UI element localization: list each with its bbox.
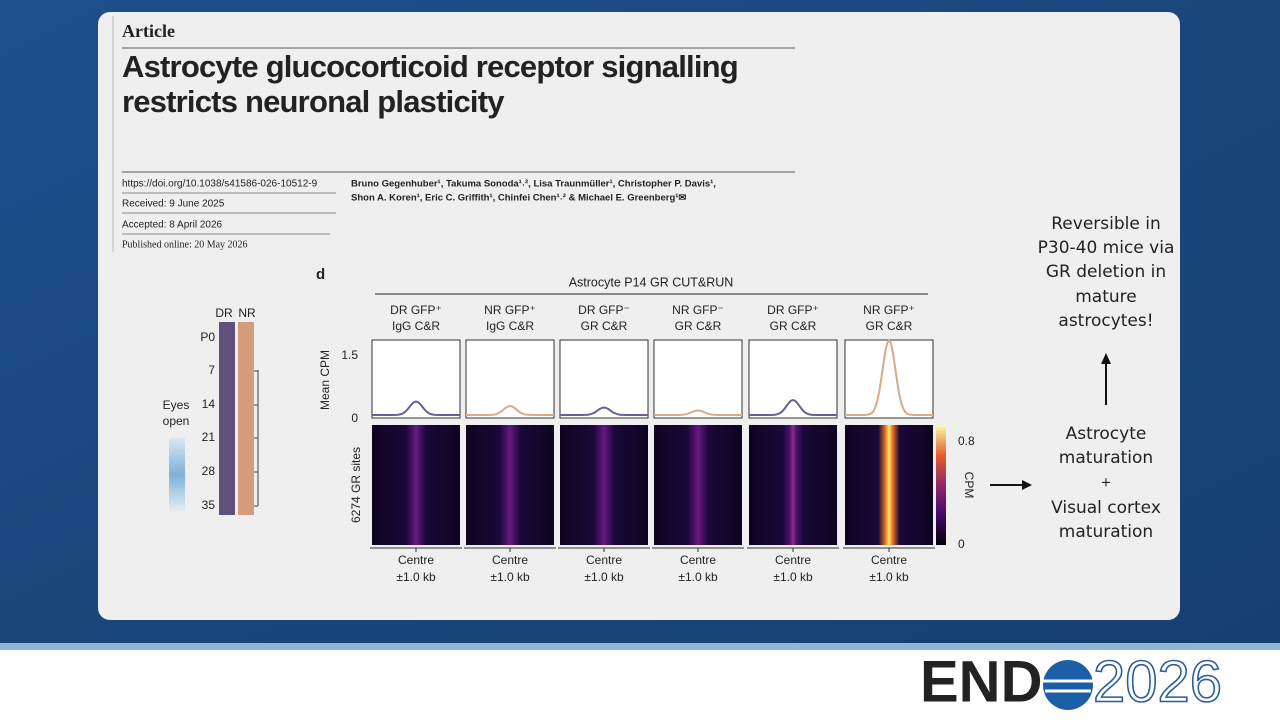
figure-header: Astrocyte P14 GR CUT&RUN (569, 275, 734, 289)
colorbar-tick: 0.8 (958, 434, 975, 448)
column-label: DR GFP⁺ (767, 303, 819, 317)
heatmap (749, 425, 837, 545)
note-line: maturation (1059, 448, 1153, 468)
x-label: Centre (492, 553, 528, 567)
authors: Bruno Gegenhuber¹, Takuma Sonoda¹˒², Lis… (351, 179, 716, 190)
heatmap (654, 425, 742, 545)
column-label: IgG C&R (392, 319, 440, 333)
profile-box (844, 339, 934, 419)
note-line: P30-40 mice via (1038, 238, 1175, 258)
column-label: GR C&R (866, 319, 913, 333)
arrow-head (1022, 480, 1032, 490)
profile-box (748, 339, 838, 419)
column-label: NR GFP⁺ (863, 303, 915, 317)
x-label: Centre (871, 553, 907, 567)
heatmap (560, 425, 648, 545)
figure: d Astrocyte P14 GR CUT&RUN Mean CPM 1.5 … (316, 266, 976, 551)
x-label: Centre (586, 553, 622, 567)
eyes-gradient (169, 438, 185, 512)
heatmap (466, 425, 554, 545)
column-label: DR GFP⁻ (578, 303, 630, 317)
arrow-head (1101, 353, 1111, 364)
note-line: Visual cortex (1051, 498, 1161, 518)
column-label: NR (238, 306, 256, 320)
column-label: GR C&R (581, 319, 628, 333)
age-label: 28 (202, 464, 216, 478)
article-header: Article Astrocyte glucocorticoid recepto… (112, 16, 795, 252)
authors: Shon A. Koren¹, Eric C. Griffith¹, Chinf… (351, 193, 686, 204)
colorbar (936, 425, 946, 545)
profile-box (559, 339, 649, 419)
column-label: DR GFP⁺ (390, 303, 442, 317)
published: Published online: 20 May 2026 (122, 239, 248, 250)
axis-label: 6274 GR sites (349, 447, 363, 523)
x-label: ±1.0 kb (869, 570, 909, 584)
logo-globe-lines (1043, 679, 1093, 693)
x-label: Centre (775, 553, 811, 567)
colorbar-label: CPM (962, 472, 976, 499)
profile-line (466, 404, 554, 416)
x-label: ±1.0 kb (396, 570, 436, 584)
note-line: Astrocyte (1066, 424, 1147, 444)
note-line: GR deletion in (1046, 262, 1166, 282)
logo: END 2026 (920, 649, 1223, 716)
axis-label: Mean CPM (318, 350, 332, 410)
dr-bar (219, 322, 235, 515)
note-line: + (1101, 476, 1112, 491)
age-label: P0 (200, 330, 215, 344)
column-label: DR (215, 306, 233, 320)
age-label: 7 (208, 363, 215, 377)
doi: https://doi.org/10.1038/s41586-026-10512… (122, 179, 318, 190)
profile-box (653, 339, 743, 419)
column-label: IgG C&R (486, 319, 534, 333)
eyes-open: Eyes (163, 398, 190, 412)
note-line: maturation (1059, 522, 1153, 542)
eyes-open: open (163, 414, 190, 428)
heatmap (372, 425, 460, 545)
profile-box (371, 339, 461, 419)
article-label: Article (122, 21, 175, 41)
panel-letter: d (316, 266, 325, 283)
title-line: Astrocyte glucocorticoid receptor signal… (122, 49, 738, 84)
column-label: GR C&R (770, 319, 817, 333)
x-label: ±1.0 kb (773, 570, 813, 584)
x-label: ±1.0 kb (584, 570, 624, 584)
logo-left: END (920, 649, 1042, 714)
logo-right: 2026 (1093, 649, 1222, 714)
column-label: NR GFP⁺ (484, 303, 536, 317)
age-label: 35 (202, 498, 216, 512)
accepted: Accepted: 8 April 2026 (122, 220, 223, 231)
x-label: ±1.0 kb (678, 570, 718, 584)
profile-line (845, 337, 933, 416)
x-label: Centre (398, 553, 434, 567)
tick-label: 1.5 (341, 348, 358, 362)
age-label: 21 (202, 430, 216, 444)
profile-line (560, 406, 648, 416)
column-label: NR GFP⁻ (672, 303, 724, 317)
nr-bar (238, 322, 254, 515)
profile-line (654, 409, 742, 416)
age-label: 14 (202, 397, 216, 411)
note-line: Reversible in (1051, 214, 1160, 234)
colorbar-tick: 0 (958, 537, 965, 551)
notes (990, 353, 1111, 490)
title-line: restricts neuronal plasticity (122, 84, 505, 119)
tick-label: 0 (351, 411, 358, 425)
x-label: Centre (680, 553, 716, 567)
stripe (0, 643, 1280, 650)
received: Received: 9 June 2025 (122, 199, 225, 210)
logo-globe (1043, 660, 1093, 710)
profile-line (372, 400, 460, 416)
column-label: GR C&R (675, 319, 722, 333)
note-line: astrocytes! (1058, 311, 1153, 331)
profile-line (749, 398, 837, 416)
heatmap (845, 425, 933, 545)
note-line: mature (1075, 287, 1137, 307)
x-label: ±1.0 kb (490, 570, 530, 584)
